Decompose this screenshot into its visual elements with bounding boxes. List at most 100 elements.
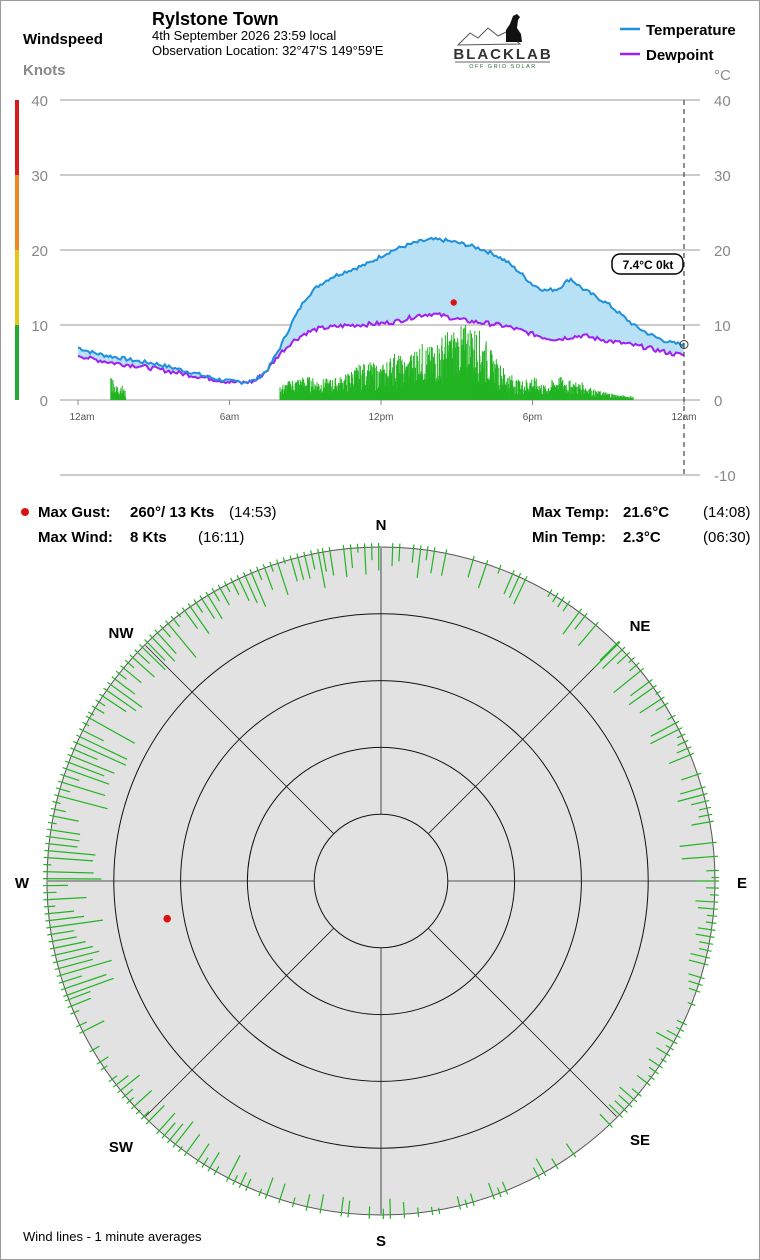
wind-direction-tick [207, 1151, 220, 1172]
wind-tick-label: 10 [31, 318, 48, 335]
wind-direction-tick [680, 786, 706, 795]
station-name: Rylstone Town [152, 9, 279, 29]
wind-direction-tick [44, 910, 75, 915]
wind-direction-tick [688, 973, 705, 980]
current-readout-text: 7.4°C 0kt [623, 258, 674, 272]
wind-direction-tick [225, 1154, 241, 1182]
wind-direction-tick [552, 592, 559, 603]
wind-direction-tick [45, 915, 85, 922]
max-gust-marker [450, 299, 457, 306]
wind-direction-tick [75, 1021, 88, 1028]
wind-direction-tick [176, 611, 182, 618]
logo-text: BLACKLAB [453, 46, 552, 63]
wind-scale-band [15, 100, 19, 175]
wind-direction-tick [688, 959, 709, 966]
wind-direction-tick [668, 752, 695, 764]
wind-direction-tick [43, 856, 94, 862]
wind-direction-tick [656, 1047, 671, 1057]
wind-direction-tick [43, 896, 87, 901]
wind-direction-tick [695, 900, 719, 903]
wind-direction-tick [488, 1182, 495, 1200]
wind-direction-tick [82, 721, 90, 727]
wind-direction-tick [230, 577, 240, 596]
wind-direction-tick [628, 684, 657, 706]
wind-direction-tick [199, 595, 215, 619]
wind-direction-tick [613, 667, 645, 694]
wind-direction-tick [276, 559, 289, 595]
wind-direction-tick [213, 1166, 220, 1176]
wind-direction-tick [697, 927, 716, 931]
wind-direction-tick [698, 813, 713, 818]
wind-direction-tick [44, 849, 96, 856]
wind-scale-band [15, 325, 19, 400]
wind-direction-tick [205, 591, 223, 620]
wind-direction-tick [85, 715, 135, 744]
temp-tick-label: 40 [714, 93, 731, 110]
min-temp-label: Min Temp: [532, 529, 606, 546]
wind-direction-tick [52, 950, 100, 964]
wind-direction-tick [291, 1197, 296, 1208]
wind-direction-tick [565, 1143, 577, 1158]
wind-direction-tick [464, 1199, 468, 1208]
wind-direction-tick [416, 545, 422, 578]
wind-direction-tick [43, 871, 94, 874]
wind-direction-tick [398, 543, 401, 562]
location-line: Observation Location: 32°47'S 149°59'E [152, 43, 384, 58]
wind-direction-tick [319, 1194, 325, 1214]
wind-direction-tick [321, 547, 327, 572]
temp-tick-label: 20 [714, 243, 731, 260]
max-gust-time: (14:53) [229, 504, 277, 521]
rose-spoke [145, 645, 335, 835]
wind-direction-tick [172, 1121, 194, 1148]
wind-direction-tick [676, 746, 692, 754]
temp-dewpoint-spread [78, 237, 684, 384]
dewpoint-line [77, 311, 685, 385]
wind-direction-tick [679, 841, 717, 847]
max-temp-label: Max Temp: [532, 504, 609, 521]
wind-direction-tick [249, 569, 267, 607]
wind-direction-tick [660, 1058, 667, 1063]
wind-direction-tick [115, 670, 127, 680]
wind-direction-tick [430, 547, 436, 574]
wind-direction-tick [532, 1167, 541, 1180]
wind-direction-tick [256, 566, 263, 581]
wind-direction-tick [67, 997, 91, 1009]
wind-direction-tick [411, 544, 415, 563]
wind-direction-tick [64, 990, 91, 1002]
wind-direction-tick [88, 711, 95, 716]
wind-direction-tick [667, 714, 676, 721]
wind-direction-tick [187, 603, 210, 634]
wind-direction-tick [650, 727, 683, 745]
wind-direction-tick [58, 975, 83, 984]
wind-direction-tick [303, 551, 311, 579]
wind-direction-tick [513, 575, 528, 605]
wind-direction-tick [628, 657, 635, 664]
wind-scale-band [15, 175, 19, 250]
current-readout-box [611, 253, 684, 275]
wind-direction-tick [232, 1175, 239, 1186]
wind-direction-tick [503, 570, 515, 595]
wind-direction-tick [391, 543, 394, 567]
rose-spoke [427, 645, 617, 835]
wind-direction-tick [347, 1200, 351, 1218]
wind-tick-label: 40 [31, 93, 48, 110]
wind-direction-tick [70, 1009, 80, 1015]
wind-direction-tick [650, 720, 680, 737]
wind-direction-tick [79, 1020, 105, 1034]
max-wind-time: (16:11) [198, 529, 244, 546]
temp-tick-label: 10 [714, 318, 731, 335]
wind-direction-tick [140, 1110, 150, 1120]
wind-direction-tick [697, 907, 718, 910]
wind-direction-tick [614, 1100, 628, 1113]
wind-direction-tick [688, 987, 701, 993]
wind-direction-tick [54, 794, 108, 810]
wind-direction-tick [497, 564, 502, 574]
wind-direction-tick [45, 842, 78, 848]
wind-direction-tick [340, 1197, 344, 1217]
wind-direction-tick [166, 1123, 184, 1144]
wind-direction-tick [389, 1198, 391, 1219]
footnote: Wind lines - 1 minute averages [23, 1229, 202, 1244]
wind-direction-tick [691, 820, 714, 826]
wind-direction-tick [562, 600, 571, 612]
wind-direction-tick [111, 676, 136, 695]
